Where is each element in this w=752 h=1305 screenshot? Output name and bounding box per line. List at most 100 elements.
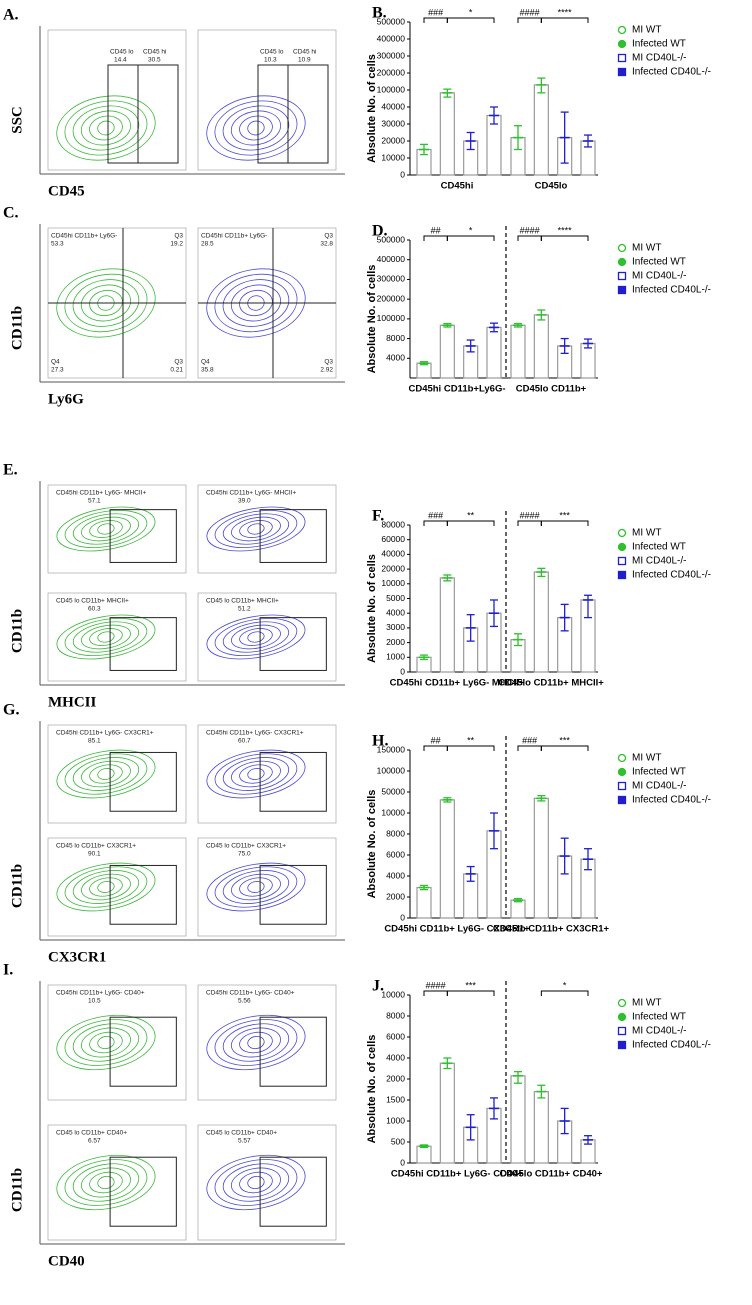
legend-label: Infected WT [632, 1012, 686, 1023]
legend-marker [617, 243, 627, 253]
significance-bracket [517, 17, 542, 23]
significance-bracket [423, 745, 448, 751]
panel-letter: J. [372, 978, 384, 995]
gate-label: 19.2 [170, 241, 183, 248]
significance-bracket [423, 990, 448, 996]
gate [109, 617, 177, 671]
plot-frame [47, 592, 187, 682]
contour [214, 753, 298, 795]
gate-label: CD45hi CD11b+ Ly6G- MHCII+ [56, 490, 147, 497]
x-tick-label: CD45hi CD11b+ Ly6G- CX3CR1+ [384, 924, 530, 935]
contour [214, 1159, 298, 1206]
gate [259, 617, 327, 671]
bar [416, 1145, 432, 1164]
contour [247, 295, 265, 311]
x-tick-label: CD45hi [441, 181, 474, 192]
significance-bracket [446, 235, 495, 241]
gate-label: 28.5 [201, 241, 214, 248]
y-tick-label: 5000 [386, 593, 405, 603]
contour [97, 523, 115, 535]
bar [416, 362, 432, 379]
contour [72, 105, 140, 151]
y-tick-label: 100000 [377, 84, 406, 94]
panel-letter: I. [3, 962, 13, 979]
contour [206, 1014, 306, 1071]
legend-label: Infected CD40L-/- [632, 1040, 711, 1051]
contour [56, 1014, 156, 1071]
contour [222, 105, 290, 151]
y-tick-label: 30000 [381, 118, 405, 128]
gate-label: 10.5 [88, 998, 101, 1005]
legend-label: MI WT [632, 998, 661, 1009]
significance-label: *** [559, 735, 570, 745]
significance-label: * [469, 7, 473, 17]
contour [81, 516, 131, 542]
significance-label: *** [465, 980, 476, 990]
contour [89, 1031, 123, 1054]
plot-frame [47, 484, 187, 574]
contour [64, 510, 148, 548]
y-tick-label: 400000 [377, 254, 406, 264]
y-tick-label: 50000 [381, 786, 405, 796]
contour [239, 764, 273, 784]
panel-letter: D. [372, 223, 388, 240]
significance-label: #### [520, 7, 540, 17]
y-axis-label: Absolute No. of cells [366, 265, 378, 374]
contour [81, 873, 131, 901]
contour [230, 284, 282, 322]
gate-label: 90.1 [88, 851, 101, 858]
panel-letter: F. [372, 508, 384, 525]
y-tick-label: 4000 [386, 607, 405, 617]
panel-letter: E. [3, 462, 18, 479]
contour [239, 1031, 273, 1054]
bar [439, 577, 455, 673]
contour [64, 1159, 148, 1206]
gate-label: CD45hi CD11b+ Ly6G- CX3CR1+ [56, 730, 154, 737]
legend-label: Infected WT [632, 257, 686, 268]
contour [81, 624, 131, 650]
contour [81, 760, 131, 788]
legend-marker [617, 781, 627, 791]
bar [510, 899, 526, 919]
gate-label: CD45 lo CD11b+ MHCII+ [56, 598, 129, 605]
y-tick-label: 4000 [386, 870, 405, 880]
contour [222, 279, 290, 327]
y-tick-label: 6000 [386, 849, 405, 859]
x-axis-label: CD45 [48, 183, 85, 199]
plot-frame [47, 1124, 187, 1241]
y-tick-label: 2000 [386, 637, 405, 647]
y-tick-label: 0 [400, 1157, 405, 1167]
significance-bracket [517, 235, 542, 241]
contour [239, 877, 273, 897]
contour [64, 273, 148, 333]
contour [72, 621, 140, 653]
gate-label: CD45 hi [293, 49, 316, 56]
gate-label: CD45 lo CD11b+ CX3CR1+ [206, 843, 286, 850]
gate-label: 51.2 [238, 606, 251, 613]
gate-label: CD45 lo CD11b+ CD40+ [56, 1130, 127, 1137]
plot-frame [197, 724, 337, 824]
contour [239, 628, 273, 646]
gate-label: Q3 [324, 233, 333, 240]
y-tick-label: 8000 [386, 333, 405, 343]
y-tick-label: 300000 [377, 274, 406, 284]
legend-label: MI CD40L-/- [632, 53, 686, 64]
legend-label: Infected WT [632, 542, 686, 553]
y-tick-label: 0 [400, 912, 405, 922]
y-tick-label: 4000 [386, 353, 405, 363]
y-tick-label: 500000 [377, 234, 406, 244]
y-tick-label: 1000 [386, 1115, 405, 1125]
gate-label: Q4 [201, 359, 210, 366]
x-axis-label: Ly6G [48, 391, 84, 407]
legend-marker [617, 795, 627, 805]
y-tick-label: 10000 [381, 807, 405, 817]
x-tick-label: CD45lo [535, 181, 568, 192]
gate [287, 64, 329, 164]
contour [64, 618, 148, 656]
significance-label: ### [522, 735, 537, 745]
legend-label: Infected CD40L-/- [632, 285, 711, 296]
significance-label: * [563, 980, 567, 990]
significance-bracket [446, 520, 495, 526]
plot-frame [197, 1124, 337, 1241]
gate-label: CD45hi CD11b+ Ly6G- [51, 233, 117, 240]
